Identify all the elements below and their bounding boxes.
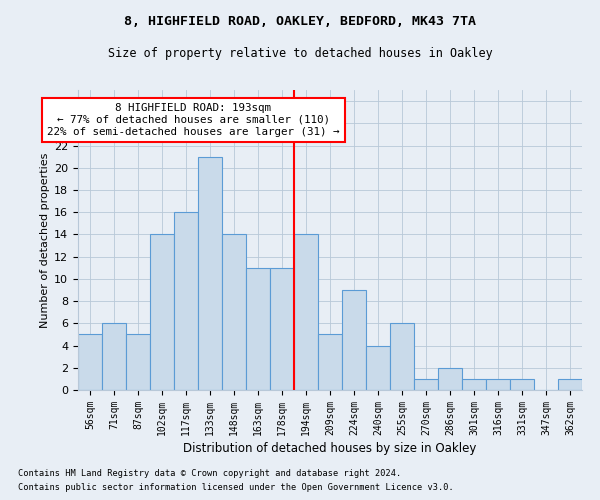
X-axis label: Distribution of detached houses by size in Oakley: Distribution of detached houses by size … xyxy=(184,442,476,455)
Bar xyxy=(78,334,102,390)
Bar xyxy=(246,268,270,390)
Text: Contains HM Land Registry data © Crown copyright and database right 2024.: Contains HM Land Registry data © Crown c… xyxy=(18,468,401,477)
Bar xyxy=(366,346,390,390)
Text: 8 HIGHFIELD ROAD: 193sqm
← 77% of detached houses are smaller (110)
22% of semi-: 8 HIGHFIELD ROAD: 193sqm ← 77% of detach… xyxy=(47,104,340,136)
Bar xyxy=(102,324,126,390)
Bar xyxy=(150,234,174,390)
Text: 8, HIGHFIELD ROAD, OAKLEY, BEDFORD, MK43 7TA: 8, HIGHFIELD ROAD, OAKLEY, BEDFORD, MK43… xyxy=(124,15,476,28)
Bar xyxy=(462,379,486,390)
Bar xyxy=(342,290,366,390)
Bar xyxy=(222,234,246,390)
Bar xyxy=(174,212,198,390)
Bar xyxy=(318,334,342,390)
Bar xyxy=(414,379,438,390)
Bar xyxy=(486,379,510,390)
Bar xyxy=(270,268,294,390)
Text: Contains public sector information licensed under the Open Government Licence v3: Contains public sector information licen… xyxy=(18,484,454,492)
Y-axis label: Number of detached properties: Number of detached properties xyxy=(40,152,50,328)
Bar xyxy=(198,156,222,390)
Bar xyxy=(126,334,150,390)
Bar xyxy=(558,379,582,390)
Bar xyxy=(294,234,318,390)
Bar xyxy=(438,368,462,390)
Bar xyxy=(390,324,414,390)
Bar xyxy=(510,379,534,390)
Text: Size of property relative to detached houses in Oakley: Size of property relative to detached ho… xyxy=(107,48,493,60)
